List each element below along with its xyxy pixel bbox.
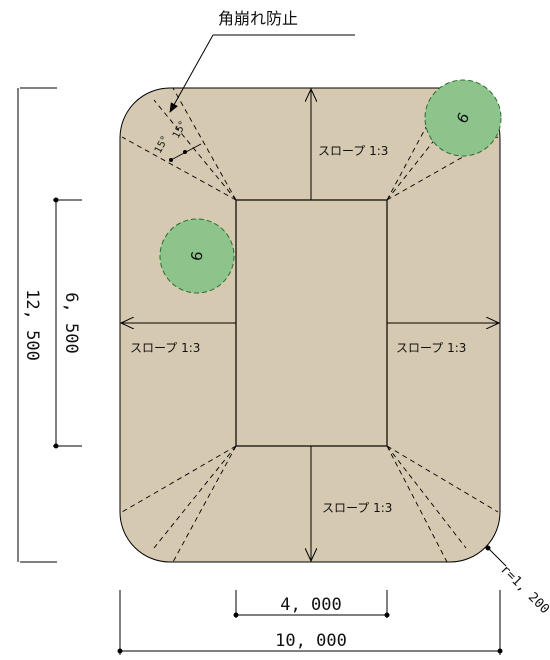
- slope-arrows: [121, 89, 499, 561]
- corner-radius-annotation: r=1, 200: [485, 545, 550, 617]
- inner-width-label: 4, 000: [280, 595, 341, 615]
- overall-height-label: 12, 500: [22, 289, 42, 361]
- inner-width-dimension: [233, 590, 390, 618]
- tree-left: 6: [159, 218, 235, 294]
- inner-height-dimension: [53, 197, 82, 449]
- inner-flat-area: [235, 199, 388, 447]
- overall-width-label: 10, 000: [275, 631, 347, 651]
- corner-callout: 角崩れ防止 15° 15°: [153, 9, 355, 162]
- tree-top-right: 6: [424, 79, 502, 157]
- callout-title: 角崩れ防止: [218, 9, 298, 28]
- overall-width-dimension: [117, 590, 503, 655]
- slope-label-bottom: スロープ 1:3: [322, 501, 392, 515]
- tree-symbol: 6: [187, 250, 206, 263]
- slope-label-left: スロープ 1:3: [130, 341, 200, 355]
- slope-break-lines: [121, 87, 499, 563]
- slope-label-top: スロープ 1:3: [318, 144, 388, 158]
- overall-height-dimension: [17, 87, 57, 563]
- inner-height-label: 6, 500: [61, 292, 81, 353]
- slope-label-right: スロープ 1:3: [396, 341, 466, 355]
- corner-radius-label: r=1, 200: [497, 562, 550, 617]
